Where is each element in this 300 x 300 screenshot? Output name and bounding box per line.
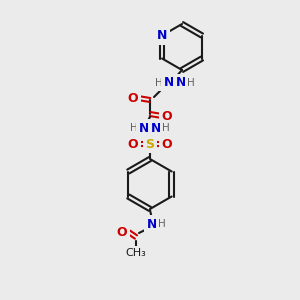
Text: O: O: [117, 226, 127, 238]
Text: H: H: [130, 123, 138, 133]
Text: O: O: [162, 110, 172, 122]
Text: N: N: [147, 218, 157, 230]
Text: O: O: [162, 137, 172, 151]
Text: N: N: [164, 76, 174, 89]
Text: H: H: [187, 78, 195, 88]
Text: N: N: [176, 76, 186, 89]
Text: N: N: [151, 122, 161, 134]
Text: O: O: [128, 137, 138, 151]
Text: H: H: [162, 123, 170, 133]
Text: N: N: [139, 122, 149, 134]
Text: H: H: [158, 219, 166, 229]
Text: CH₃: CH₃: [126, 248, 146, 258]
Text: N: N: [157, 29, 167, 42]
Text: H: H: [155, 78, 163, 88]
Text: S: S: [146, 137, 154, 151]
Text: O: O: [128, 92, 138, 104]
